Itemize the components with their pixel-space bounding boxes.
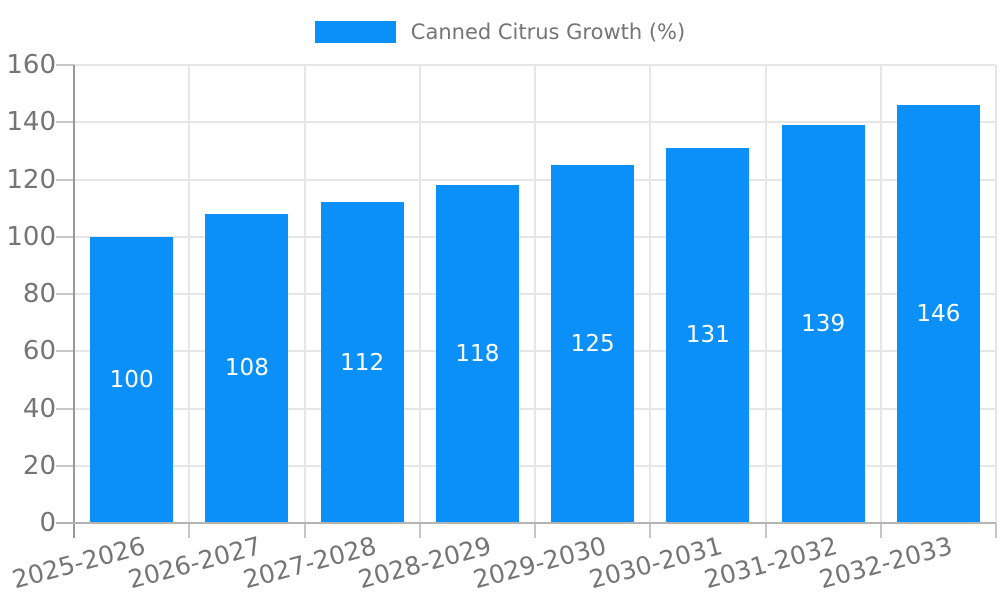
bar-value-label: 118 [455, 341, 500, 368]
gridline-v [995, 65, 997, 523]
x-tick [303, 523, 306, 538]
gridline-v [764, 65, 767, 523]
bar: 139 [781, 125, 865, 523]
y-axis-label: 20 [22, 450, 56, 481]
y-axis-label: 0 [39, 508, 56, 538]
y-axis-label: 160 [6, 50, 56, 80]
y-tick [56, 407, 74, 410]
bar: 125 [551, 165, 635, 523]
x-tick [534, 523, 536, 538]
y-tick [56, 293, 74, 295]
bar: 112 [320, 202, 404, 523]
bar: 146 [896, 105, 980, 523]
gridline-v [534, 65, 536, 523]
x-axis-label: 2027-2028 [239, 531, 380, 595]
legend-swatch [314, 21, 396, 43]
x-axis-label: 2030-2031 [585, 531, 725, 595]
y-tick [56, 350, 74, 353]
bar-value-label: 146 [916, 301, 961, 328]
bar: 108 [205, 213, 289, 523]
bar-value-label: 131 [685, 322, 730, 349]
bar-value-label: 108 [224, 355, 269, 382]
legend: Canned Citrus Growth (%) [0, 20, 1000, 44]
x-tick [764, 523, 767, 538]
y-tick [56, 121, 74, 124]
y-axis-label: 40 [22, 393, 56, 424]
bar-value-label: 100 [109, 366, 154, 393]
y-tick [56, 464, 74, 467]
bar-value-label: 125 [570, 331, 615, 358]
y-axis-label: 100 [6, 221, 56, 252]
x-axis-label: 2029-2030 [470, 531, 610, 595]
gridline-v [418, 65, 421, 523]
bar-value-label: 139 [801, 311, 846, 338]
y-axis-label: 140 [6, 107, 56, 138]
x-tick [995, 523, 997, 538]
gridline-v [879, 65, 882, 523]
gridline-v [649, 65, 652, 523]
y-axis-label: 120 [6, 164, 56, 195]
bar-value-label: 112 [340, 349, 385, 376]
legend-label: Canned Citrus Growth (%) [410, 20, 686, 44]
x-axis-label: 2025-2026 [9, 531, 149, 595]
x-axis-label: 2026-2027 [124, 531, 264, 595]
bar: 100 [90, 236, 174, 523]
x-axis-label: 2031-2032 [700, 531, 841, 595]
x-tick [879, 523, 882, 538]
x-axis-label: 2032-2033 [816, 531, 956, 595]
gridline-v [303, 65, 306, 523]
x-axis-line [56, 522, 996, 524]
y-axis-label: 60 [22, 336, 56, 367]
x-tick [649, 523, 652, 538]
gridline-v [188, 65, 191, 523]
x-tick [418, 523, 421, 538]
x-tick [188, 523, 191, 538]
bar: 118 [435, 185, 519, 523]
y-axis-line [73, 65, 75, 538]
x-axis-label: 2028-2029 [355, 531, 495, 595]
y-tick [56, 178, 74, 181]
y-tick [56, 235, 74, 238]
y-axis-label: 80 [22, 279, 56, 309]
y-tick [56, 64, 74, 66]
bar: 131 [666, 148, 750, 523]
